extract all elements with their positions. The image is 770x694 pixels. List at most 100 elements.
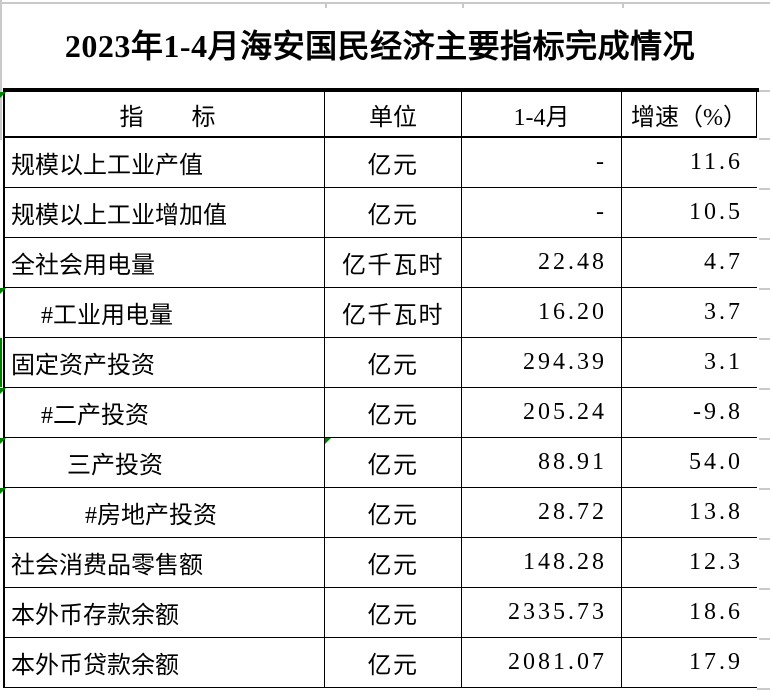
value-cell: 2335.73 [462,588,622,638]
growth-cell: 17.9 [622,638,757,688]
unit-label: 亿元 [367,353,419,379]
error-marker-icon [0,488,6,494]
value-cell: 22.48 [462,238,622,288]
gridline-stub [757,238,770,240]
indicator-label: #二产投资 [41,403,149,429]
gridline-stub [757,388,770,390]
error-strip-icon [0,338,2,387]
error-marker-icon [0,288,6,294]
growth-cell: 11.6 [622,138,757,188]
unit-label: 亿元 [367,653,419,679]
growth-cell: 18.6 [622,588,757,638]
header-growth-label: 增速（%） [631,104,747,131]
growth-cell: 54.0 [622,438,757,488]
table-body: 规模以上工业产值 亿元 - 11.6 规模以上工业增加值 亿元 - 10.5 [0,138,759,688]
unit-cell: 亿元 [325,438,462,488]
error-marker-icon [325,438,331,444]
table-row: 固定资产投资 亿元 294.39 3.1 [0,338,759,388]
gridline-stub [757,438,770,440]
unit-label: 亿元 [367,403,419,429]
unit-cell: 亿千瓦时 [325,238,462,288]
unit-cell: 亿元 [325,638,462,688]
table-row: 规模以上工业增加值 亿元 - 10.5 [5,188,759,238]
error-marker-icon [0,92,6,98]
value-cell: 148.28 [462,538,622,588]
growth-cell: 3.1 [622,338,757,388]
value-cell: 2081.07 [462,638,622,688]
header-period: 1-4月 [462,92,622,138]
value-cell: 88.91 [462,438,622,488]
indicator-label: #工业用电量 [41,303,173,329]
table-row: 本外币贷款余额 亿元 2081.07 17.9 [5,638,759,688]
indicator-cell: 本外币存款余额 [5,588,325,638]
unit-cell: 亿元 [325,338,462,388]
value-cell: 28.72 [462,488,622,538]
growth-cell: 10.5 [622,188,757,238]
value-cell: 205.24 [462,388,622,438]
indicator-label: 固定资产投资 [11,353,155,379]
gridline-stub [757,188,770,190]
indicator-cell: 全社会用电量 [5,238,325,288]
table-row: 社会消费品零售额 亿元 148.28 12.3 [5,538,759,588]
error-marker-icon [0,388,6,394]
indicator-label: 本外币贷款余额 [11,653,179,679]
gridline-tick [622,2,624,8]
gridline-stub [757,90,770,92]
table-row: 三产投资 亿元 88.91 54.0 [0,438,759,488]
indicator-cell: 固定资产投资 [0,338,325,388]
gridline-stub [757,588,770,590]
header-indicator: 指 标 [0,92,325,138]
gridline-tick [325,2,327,8]
table-row: 规模以上工业产值 亿元 - 11.6 [5,138,759,188]
header-unit: 单位 [325,92,462,138]
value-cell: 16.20 [462,288,622,338]
growth-cell: 13.8 [622,488,757,538]
unit-cell: 亿千瓦时 [325,288,462,338]
unit-label: 亿千瓦时 [342,253,444,279]
unit-label: 亿元 [367,553,419,579]
unit-label: 亿元 [367,453,419,479]
unit-label: 亿元 [367,153,419,179]
table-title: 2023年1-4月海安国民经济主要指标完成情况 [64,28,696,64]
header-growth: 增速（%） [622,92,757,138]
gridline-stub [757,138,770,140]
indicator-label: 规模以上工业产值 [11,153,203,179]
growth-cell: 3.7 [622,288,757,338]
indicator-label: 社会消费品零售额 [11,553,203,579]
unit-label: 亿元 [367,503,419,529]
indicators-table: 指 标 单位 1-4月 增速（%） 规模以上工业产值 亿元 - [0,88,759,688]
error-marker-icon [0,438,6,444]
indicator-cell: 三产投资 [0,438,325,488]
value-cell: - [462,188,622,238]
table-row: #房地产投资 亿元 28.72 13.8 [0,488,759,538]
table-row: #二产投资 亿元 205.24 -9.8 [0,388,759,438]
table-header-row: 指 标 单位 1-4月 增速（%） [0,92,759,138]
unit-cell: 亿元 [325,588,462,638]
indicator-cell: #二产投资 [0,388,325,438]
indicator-label: 规模以上工业增加值 [11,203,227,229]
growth-cell: -9.8 [622,388,757,438]
growth-cell: 4.7 [622,238,757,288]
indicator-label: #房地产投资 [85,503,217,529]
header-period-label: 1-4月 [513,104,570,131]
unit-label: 亿千瓦时 [342,303,444,329]
value-cell: 294.39 [462,338,622,388]
indicator-cell: #工业用电量 [0,288,325,338]
table-row: 本外币存款余额 亿元 2335.73 18.6 [5,588,759,638]
indicator-label: 本外币存款余额 [11,603,179,629]
gridline-stub [757,688,770,690]
gridline-stub [757,538,770,540]
unit-cell: 亿元 [325,538,462,588]
indicator-cell: 规模以上工业增加值 [5,188,325,238]
growth-cell: 12.3 [622,538,757,588]
value-cell: - [462,138,622,188]
indicator-cell: 社会消费品零售额 [5,538,325,588]
gridline-stub [757,288,770,290]
gridline-stub [757,638,770,640]
unit-cell: 亿元 [325,188,462,238]
left-gridline [0,0,2,140]
indicator-cell: 规模以上工业产值 [5,138,325,188]
table-row: 全社会用电量 亿千瓦时 22.48 4.7 [5,238,759,288]
unit-cell: 亿元 [325,388,462,438]
